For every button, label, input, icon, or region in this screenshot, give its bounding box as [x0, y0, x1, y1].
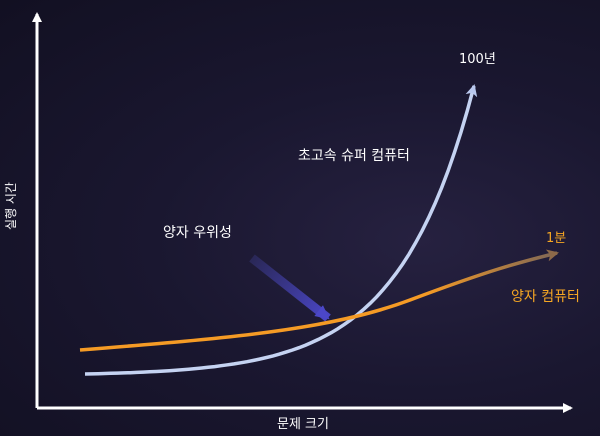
- y-axis-label: 실행 시간: [4, 182, 18, 230]
- quantum-advantage-arrow: [249, 254, 331, 322]
- quantum-end-label: 1분: [546, 231, 567, 246]
- quantum-advantage-label: 양자 우위성: [163, 225, 232, 241]
- quantum-series-label: 양자 컴퓨터: [511, 289, 580, 305]
- supercomputer-series-label: 초고속 슈퍼 컴퓨터: [298, 148, 410, 164]
- x-axis-label: 문제 크기: [277, 417, 329, 432]
- series-line-supercomputer: [84, 84, 478, 376]
- series-line-quantum: [79, 249, 559, 352]
- supercomputer-end-label: 100년: [459, 52, 496, 67]
